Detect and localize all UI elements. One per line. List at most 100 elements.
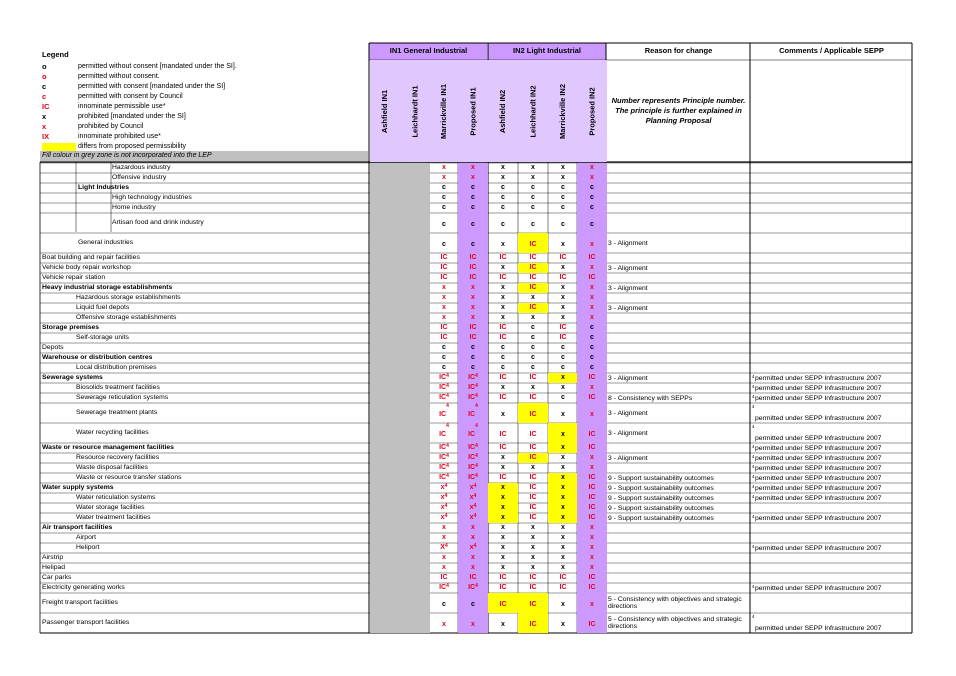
permissibility-cell: IC4 bbox=[458, 583, 488, 593]
permissibility-cell bbox=[400, 533, 430, 543]
permissibility-cell: IC bbox=[529, 494, 537, 501]
permissibility-cell: c bbox=[442, 364, 446, 371]
comment-cell: 4 permitted under SEPP Infrastructure 200… bbox=[751, 583, 912, 593]
permissibility-cell: c bbox=[442, 204, 446, 211]
table-row: Air transport facilities x x x x x x bbox=[40, 523, 912, 533]
permissibility-cell: x bbox=[561, 411, 565, 418]
comment-cell: 4 permitted under SEPP Infrastructure 200… bbox=[751, 473, 912, 483]
permissibility-cell: x bbox=[577, 563, 607, 573]
permissibility-cell: c bbox=[577, 203, 607, 213]
permissibility-cell: IC bbox=[518, 303, 548, 313]
permissibility-cell: c bbox=[577, 193, 607, 203]
use-label: Heavy industrial storage establishments bbox=[42, 284, 173, 291]
permissibility-cell bbox=[370, 193, 400, 203]
permissibility-cell: c bbox=[458, 193, 488, 203]
permissibility-cell: x bbox=[561, 314, 565, 321]
permissibility-cell bbox=[400, 183, 430, 193]
use-label: Vehicle body repair workshop bbox=[42, 264, 131, 271]
permissibility-cell bbox=[400, 613, 430, 633]
permissibility-cell bbox=[400, 313, 430, 323]
permissibility-cell bbox=[400, 203, 430, 213]
use-label: Passenger transport facilities bbox=[42, 619, 130, 626]
permissibility-cell bbox=[400, 523, 430, 533]
comment-cell: 4 permitted under SEPP Infrastructure 200… bbox=[751, 453, 912, 463]
comment-text: permitted under SEPP Infrastructure 2007 bbox=[755, 465, 882, 472]
legend-item: differs from proposed permissibility bbox=[42, 142, 368, 152]
permissibility-cell bbox=[400, 363, 430, 373]
use-label: Car parks bbox=[42, 574, 72, 581]
permissibility-cell: x bbox=[442, 164, 446, 171]
table-row: Waste disposal facilities IC4 IC4 x x x x 4 perm… bbox=[40, 463, 912, 473]
permissibility-cell: x bbox=[561, 524, 565, 531]
comment-footnote: 4 bbox=[752, 384, 755, 389]
permissibility-cell: IC bbox=[440, 334, 448, 341]
column-header-label: Marrickville IN2 bbox=[558, 83, 568, 139]
permissibility-cell: IC bbox=[518, 403, 548, 423]
reason-text: 9 - Support sustainability outcomes bbox=[608, 514, 714, 522]
permissibility-cell: x bbox=[501, 544, 505, 551]
permissibility-cell: c bbox=[458, 203, 488, 213]
permissibility-cell: IC bbox=[499, 474, 507, 481]
permissibility-cell bbox=[400, 463, 430, 473]
use-label: Water recycling facilities bbox=[76, 429, 149, 436]
reason-text: 3 - Alignment bbox=[608, 374, 648, 382]
permissibility-cell bbox=[370, 393, 400, 403]
table-row: Offensive industry x x x x x x bbox=[40, 173, 912, 183]
column-header-label: Proposed IN2 bbox=[587, 86, 597, 136]
legend-item: IX innominate prohibited use* bbox=[42, 132, 368, 142]
permissibility-cell bbox=[400, 503, 430, 513]
permissibility-cell: IC4 bbox=[458, 443, 488, 453]
permissibility-cell: x bbox=[442, 174, 446, 181]
use-label: Vehicle repair station bbox=[42, 274, 106, 281]
permissibility-cell: x bbox=[442, 284, 446, 291]
comment-text: permitted under SEPP Infrastructure 2007 bbox=[755, 485, 882, 492]
permissibility-cell: IC4 bbox=[439, 383, 449, 391]
permissibility-cell: IC bbox=[440, 574, 448, 581]
column-header-label: Marrickville IN1 bbox=[439, 83, 449, 139]
permissibility-cell bbox=[370, 503, 400, 513]
comment-cell: 4 permitted under SEPP Infrastructure 200… bbox=[751, 393, 912, 403]
permissibility-cell: x bbox=[442, 621, 446, 628]
permissibility-cell bbox=[400, 233, 430, 253]
permissibility-cell: IC bbox=[577, 423, 607, 443]
table-row: Car parks IC IC IC IC IC IC bbox=[40, 573, 912, 583]
comment-footnote: 4 bbox=[752, 444, 755, 449]
permissibility-cell bbox=[400, 213, 430, 233]
permissibility-cell bbox=[370, 353, 400, 363]
legend-item: o permitted without consent. bbox=[42, 72, 368, 82]
permissibility-cell: x bbox=[458, 563, 488, 573]
permissibility-cell bbox=[400, 253, 430, 263]
permissibility-cell: x bbox=[501, 384, 505, 391]
permissibility-cell: x bbox=[458, 173, 488, 183]
reason-text: 3 - Alignment bbox=[608, 454, 648, 462]
permissibility-cell: IC bbox=[559, 574, 567, 581]
use-label: Light Industries bbox=[78, 184, 129, 191]
permissibility-cell: x4 bbox=[440, 483, 448, 491]
permissibility-cell bbox=[400, 353, 430, 363]
permissibility-cell: c bbox=[577, 333, 607, 343]
permissibility-cell: x bbox=[442, 554, 446, 561]
permissibility-cell: c bbox=[577, 363, 607, 373]
reason-text: 9 - Support sustainability outcomes bbox=[608, 494, 714, 502]
permissibility-cell: IC bbox=[458, 323, 488, 333]
permissibility-cell: c bbox=[531, 204, 535, 211]
permissibility-cell: x bbox=[501, 554, 505, 561]
permissibility-cell: x bbox=[561, 284, 565, 291]
permissibility-cell: x bbox=[577, 303, 607, 313]
table-row: Local distribution premises c c c c c c bbox=[40, 363, 912, 373]
reason-header: Reason for change bbox=[644, 46, 713, 55]
permissibility-cell: x bbox=[531, 534, 535, 541]
legend-title: Legend bbox=[42, 50, 69, 59]
permissibility-cell: c bbox=[561, 194, 565, 201]
permissibility-cell: IC4 bbox=[458, 373, 488, 383]
permissibility-cell: x bbox=[488, 483, 518, 493]
permissibility-cell: c bbox=[531, 324, 535, 331]
permissibility-cell: c bbox=[531, 184, 535, 191]
permissibility-cell: x bbox=[577, 293, 607, 303]
legend-item: IC innominate permissible use* bbox=[42, 102, 368, 112]
permissibility-cell: x bbox=[548, 513, 578, 523]
legend-item: x prohibited by Council bbox=[42, 122, 368, 132]
permissibility-cell: c bbox=[501, 344, 505, 351]
table-row: Warehouse or distribution centres c c c c c c bbox=[40, 353, 912, 363]
